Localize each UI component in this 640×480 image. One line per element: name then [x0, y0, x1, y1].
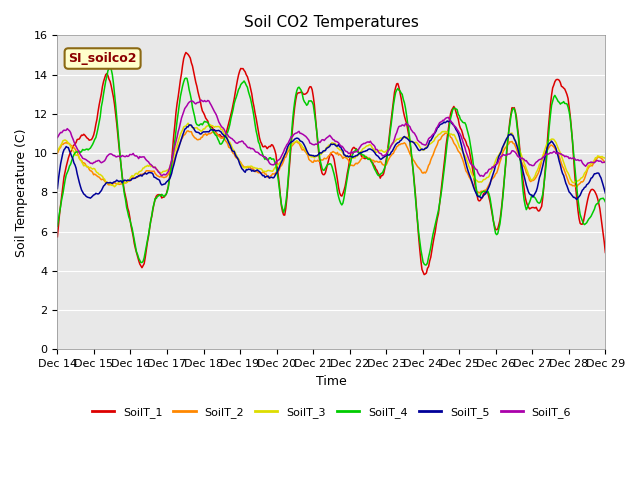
- SoilT_1: [381, 167, 388, 172]
- SoilT_6: [591, 160, 598, 166]
- SoilT_5: [573, 196, 580, 202]
- SoilT_1: [351, 145, 359, 151]
- SoilT_6: [197, 97, 205, 103]
- SoilT_6: [505, 151, 513, 157]
- SoilT_5: [380, 155, 387, 160]
- SoilT_2: [591, 159, 598, 165]
- SoilT_2: [505, 141, 513, 147]
- SoilT_2: [54, 151, 61, 156]
- SoilT_4: [505, 129, 513, 134]
- SoilT_3: [505, 132, 513, 138]
- Line: SoilT_5: SoilT_5: [58, 121, 605, 199]
- SoilT_3: [382, 148, 390, 154]
- SoilT_6: [54, 135, 61, 141]
- SoilT_4: [602, 199, 609, 205]
- SoilT_4: [106, 65, 114, 71]
- SoilT_1: [420, 272, 428, 277]
- SoilT_2: [602, 160, 609, 166]
- SoilT_3: [111, 184, 118, 190]
- SoilT_4: [54, 223, 61, 229]
- SoilT_5: [314, 152, 321, 158]
- SoilT_6: [479, 173, 487, 179]
- SoilT_1: [505, 128, 513, 134]
- SoilT_1: [591, 188, 598, 194]
- X-axis label: Time: Time: [316, 374, 347, 388]
- Line: SoilT_4: SoilT_4: [58, 68, 605, 265]
- SoilT_6: [381, 152, 388, 158]
- SoilT_2: [381, 162, 388, 168]
- SoilT_3: [319, 149, 327, 155]
- Line: SoilT_3: SoilT_3: [58, 123, 605, 187]
- SoilT_5: [602, 190, 609, 196]
- SoilT_4: [381, 165, 388, 171]
- SoilT_4: [318, 166, 326, 171]
- Line: SoilT_2: SoilT_2: [58, 131, 605, 193]
- SoilT_2: [351, 161, 359, 167]
- SoilT_3: [184, 120, 192, 126]
- SoilT_3: [316, 151, 324, 156]
- SoilT_3: [54, 148, 61, 154]
- SoilT_2: [476, 190, 483, 196]
- Text: SI_soilco2: SI_soilco2: [68, 52, 137, 65]
- SoilT_3: [591, 157, 598, 163]
- SoilT_5: [504, 134, 511, 140]
- SoilT_5: [447, 118, 454, 124]
- SoilT_1: [54, 234, 61, 240]
- Legend: SoilT_1, SoilT_2, SoilT_3, SoilT_4, SoilT_5, SoilT_6: SoilT_1, SoilT_2, SoilT_3, SoilT_4, Soil…: [87, 403, 575, 422]
- SoilT_1: [602, 250, 609, 255]
- SoilT_4: [351, 148, 359, 154]
- Line: SoilT_1: SoilT_1: [58, 52, 605, 275]
- SoilT_6: [315, 139, 323, 145]
- SoilT_5: [54, 186, 61, 192]
- SoilT_6: [318, 137, 326, 143]
- SoilT_5: [350, 154, 358, 159]
- Y-axis label: Soil Temperature (C): Soil Temperature (C): [15, 128, 28, 257]
- SoilT_3: [602, 156, 609, 161]
- SoilT_5: [317, 150, 324, 156]
- SoilT_4: [421, 262, 429, 268]
- Title: Soil CO2 Temperatures: Soil CO2 Temperatures: [244, 15, 419, 30]
- Line: SoilT_6: SoilT_6: [58, 100, 605, 176]
- SoilT_1: [315, 150, 323, 156]
- SoilT_2: [184, 128, 192, 134]
- SoilT_2: [315, 158, 323, 164]
- SoilT_6: [602, 159, 609, 165]
- SoilT_2: [318, 157, 326, 163]
- SoilT_4: [315, 148, 323, 154]
- SoilT_1: [318, 170, 326, 176]
- SoilT_5: [591, 171, 598, 177]
- SoilT_6: [351, 149, 359, 155]
- SoilT_4: [591, 206, 598, 212]
- SoilT_3: [352, 153, 360, 159]
- SoilT_1: [182, 49, 189, 55]
